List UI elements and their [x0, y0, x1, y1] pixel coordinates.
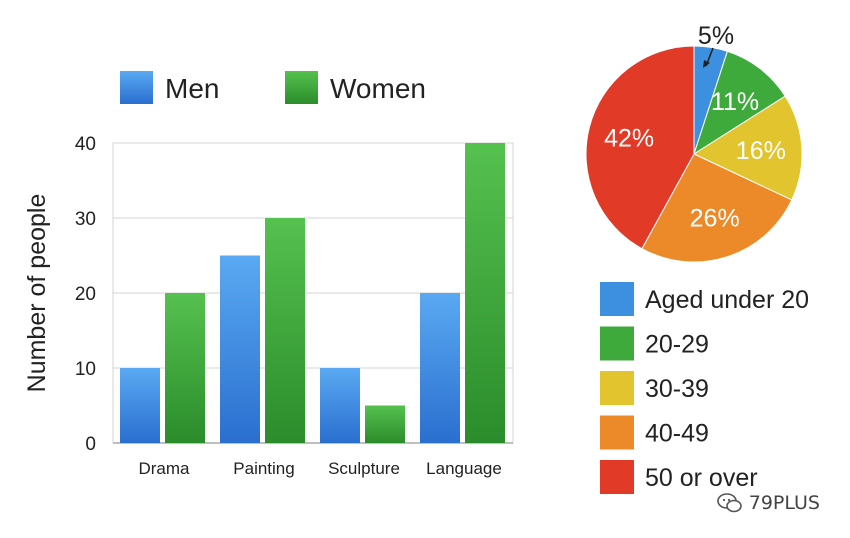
pie-legend-label: Aged under 20	[645, 286, 809, 314]
bar-men-painting	[220, 255, 260, 443]
bar-men-drama	[120, 368, 160, 443]
bar-women-sculpture	[365, 405, 405, 443]
pie-legend-swatch	[600, 326, 634, 361]
pie-legend-label: 20-29	[645, 331, 709, 359]
pie-legend-swatch	[600, 282, 634, 316]
y-axis-title: Number of people	[23, 194, 51, 393]
pie-slice	[692, 95, 803, 201]
pie-label-arrowhead	[703, 60, 710, 68]
y-tick-label: 40	[75, 134, 96, 155]
bar-women-drama	[165, 293, 205, 443]
legend-swatch-men	[120, 71, 153, 104]
bar-women-language	[465, 143, 505, 443]
legend-label: Men	[165, 73, 219, 104]
x-tick-label: Painting	[233, 459, 294, 478]
pie-legend-label: 40-49	[645, 420, 709, 448]
pie-legend-swatch	[600, 371, 634, 405]
pie-legend-label: 30-39	[645, 375, 709, 403]
pie-slice	[693, 50, 786, 156]
y-tick-label: 20	[75, 284, 96, 305]
pie-slice-label: 11%	[711, 88, 759, 116]
bar-men-language	[420, 293, 460, 443]
pie-slice	[585, 45, 695, 250]
y-tick-label: 0	[85, 434, 96, 455]
bar-women-painting	[265, 218, 305, 443]
pie-slice-label: 5%	[698, 22, 734, 50]
pie-slice-label: 16%	[736, 137, 786, 165]
y-tick-label: 10	[75, 359, 96, 380]
pie-legend-swatch	[600, 415, 634, 450]
pie-slice-label: 42%	[604, 124, 654, 152]
bar-men-sculpture	[320, 368, 360, 443]
legend-swatch-women	[285, 71, 318, 104]
legend-label: Women	[330, 73, 426, 104]
pie-legend-swatch	[600, 460, 634, 494]
pie-chart: 5% 11% 16% 26% 42% Aged under 20 20-29 30-39 40-…	[585, 22, 809, 494]
bar-chart: 0 10 20 30 40 Number of people Drama Painting Sc…	[23, 71, 514, 478]
pie-legend-label: 50 or over	[645, 464, 758, 492]
x-tick-label: Language	[426, 459, 502, 478]
watermark-text: 79PLUS	[748, 492, 820, 514]
x-tick-label: Sculpture	[328, 459, 400, 478]
pie-slice-label: 26%	[690, 205, 740, 233]
x-tick-label: Drama	[138, 459, 190, 478]
y-tick-label: 30	[75, 209, 96, 230]
wechat-icon	[716, 493, 742, 513]
watermark: 79PLUS	[716, 492, 820, 514]
